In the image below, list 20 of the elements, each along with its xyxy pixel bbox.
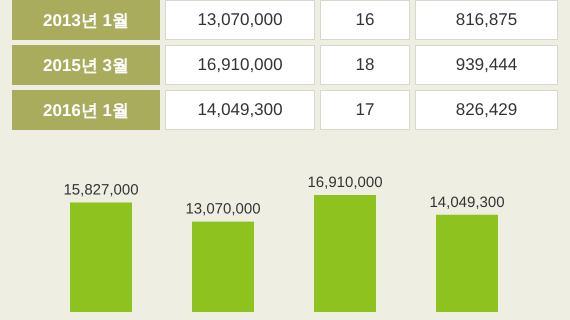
bar: [70, 202, 132, 312]
text: 2016년 1월: [12, 90, 160, 130]
bar: [192, 222, 254, 312]
text: 2013년 1월: [12, 0, 160, 40]
text: 2015년 3월: [12, 45, 160, 85]
text: 14,049,300: [165, 90, 315, 130]
text: 16,910,000: [165, 45, 315, 85]
text: 17: [320, 90, 410, 130]
data-label: 13,070,000: [185, 200, 261, 218]
bar: [436, 214, 498, 312]
data-label: 14,049,300: [429, 194, 505, 211]
text: 16: [320, 0, 410, 40]
text: 939,444: [415, 45, 558, 85]
data-label: 16,910,000: [307, 174, 383, 191]
text: 13,070,000: [165, 0, 315, 40]
data-label: 15,827,000: [63, 181, 139, 198]
bar: [314, 195, 376, 312]
text: 826,429: [415, 90, 558, 130]
text: 816,875: [415, 0, 558, 40]
text: 18: [320, 45, 410, 85]
